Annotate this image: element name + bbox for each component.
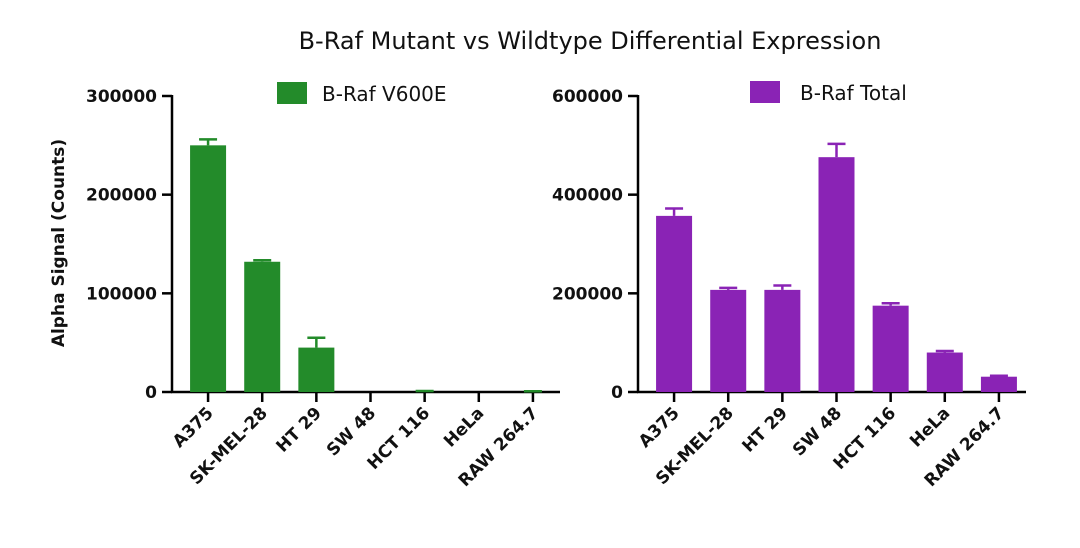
total-bar-sk-mel-28	[710, 289, 747, 392]
total-bar-raw-264-7	[980, 376, 1017, 392]
total-x-tick-label: A375	[635, 403, 684, 452]
total-bar-hct-116	[872, 305, 909, 392]
mutant-x-tick-label: HT 29	[273, 403, 326, 456]
mutant-bar-ht-29	[298, 347, 335, 392]
mutant-y-tick-label: 300000	[86, 87, 157, 107]
mutant-x-tick-label: HeLa	[440, 403, 488, 451]
total-y-tick-label: 600000	[552, 87, 623, 107]
mutant-bar-sk-mel-28	[244, 261, 281, 392]
total-y-tick-label: 200000	[552, 284, 623, 304]
chart-title: B-Raf Mutant vs Wildtype Differential Ex…	[299, 27, 882, 55]
total-y-tick-label: 0	[611, 383, 623, 403]
total-bar-hela	[926, 352, 963, 392]
total-legend-swatch	[750, 81, 780, 103]
total-bar-a375	[656, 215, 693, 392]
total-bar-ht-29	[764, 289, 801, 392]
mutant-y-tick-label: 100000	[86, 284, 157, 304]
mutant-x-tick-label: A375	[169, 403, 218, 452]
total-x-tick-label: HT 29	[739, 403, 792, 456]
mutant-legend-label: B-Raf V600E	[322, 82, 447, 106]
total-legend-label: B-Raf Total	[800, 81, 907, 105]
total-bar-sw-48	[818, 157, 855, 392]
mutant-bar-a375	[190, 145, 227, 392]
mutant-legend-swatch	[277, 82, 307, 104]
y-axis-label: Alpha Signal (Counts)	[49, 139, 69, 347]
mutant-y-tick-label: 0	[145, 383, 157, 403]
mutant-y-tick-label: 200000	[86, 186, 157, 206]
total-y-tick-label: 400000	[552, 186, 623, 206]
total-x-tick-label: HeLa	[906, 403, 954, 451]
